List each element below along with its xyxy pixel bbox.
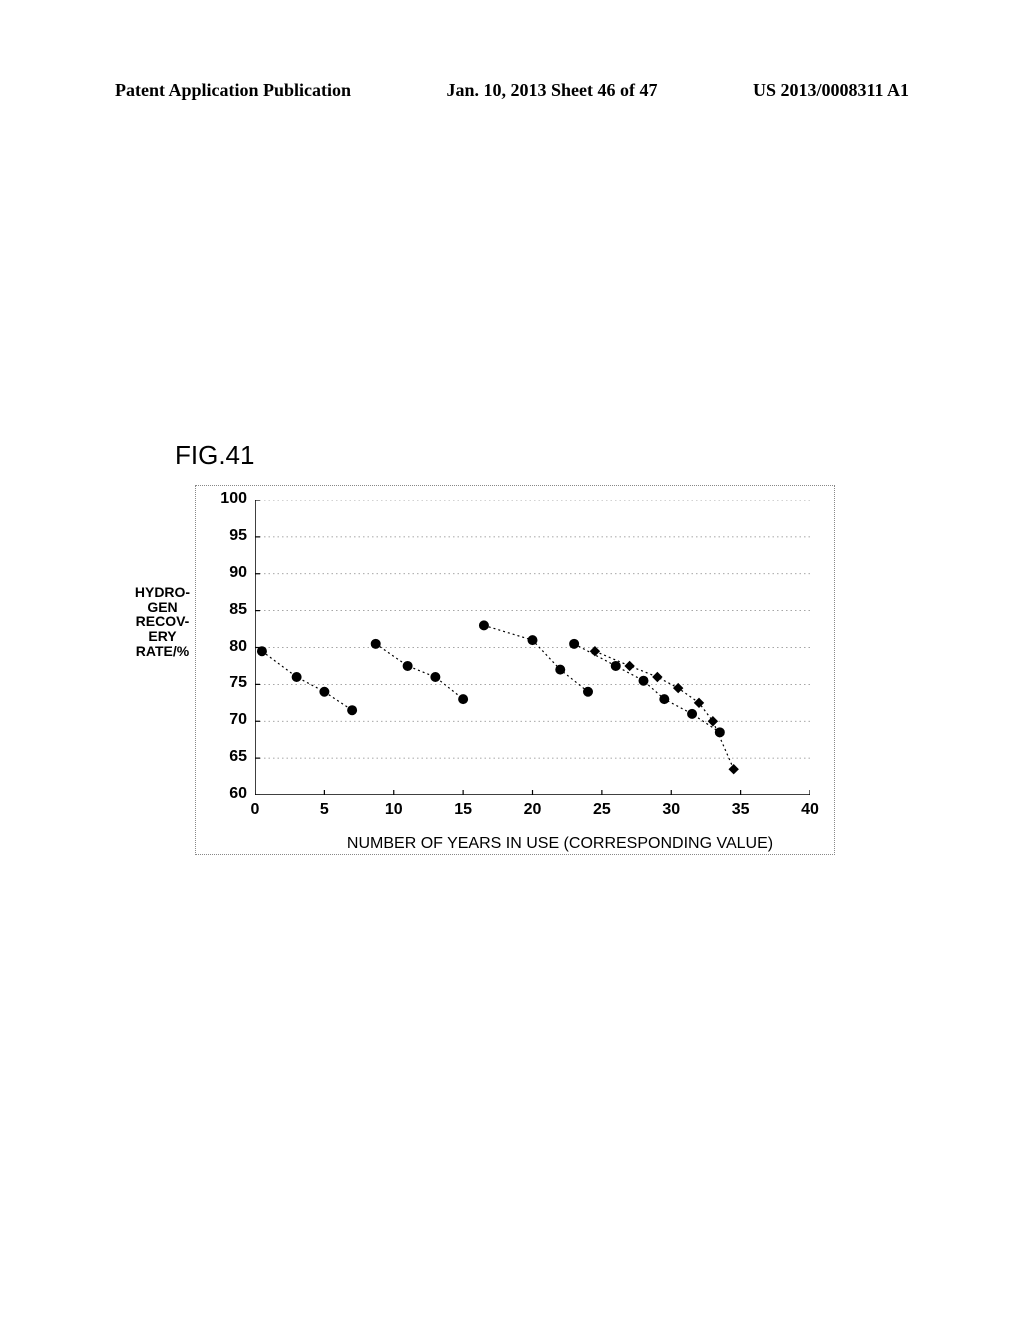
y-tick-label: 80 (207, 638, 247, 656)
chart-plot (255, 500, 810, 795)
x-tick-label: 20 (518, 801, 548, 819)
y-tick-label: 100 (207, 490, 247, 508)
y-tick-label: 85 (207, 601, 247, 619)
y-tick-label: 65 (207, 748, 247, 766)
x-tick-label: 0 (240, 801, 270, 819)
y-tick-label: 70 (207, 711, 247, 729)
header-center: Jan. 10, 2013 Sheet 46 of 47 (447, 80, 658, 101)
x-tick-label: 15 (448, 801, 478, 819)
y-axis-label: HYDRO- GEN RECOV- ERY RATE/% (130, 585, 195, 658)
y-tick-label: 90 (207, 564, 247, 582)
figure-label: FIG.41 (175, 440, 254, 471)
y-tick-label: 75 (207, 674, 247, 692)
y-axis-label-text: HYDRO- GEN RECOV- ERY RATE/% (135, 584, 190, 659)
x-tick-label: 35 (726, 801, 756, 819)
y-tick-label: 95 (207, 527, 247, 545)
x-tick-label: 40 (795, 801, 825, 819)
page-header: Patent Application Publication Jan. 10, … (0, 80, 1024, 101)
x-axis-label: NUMBER OF YEARS IN USE (CORRESPONDING VA… (320, 835, 800, 853)
x-tick-label: 30 (656, 801, 686, 819)
header-left: Patent Application Publication (115, 80, 351, 101)
x-tick-label: 25 (587, 801, 617, 819)
header-right: US 2013/0008311 A1 (753, 80, 909, 101)
x-tick-label: 10 (379, 801, 409, 819)
x-tick-label: 5 (309, 801, 339, 819)
